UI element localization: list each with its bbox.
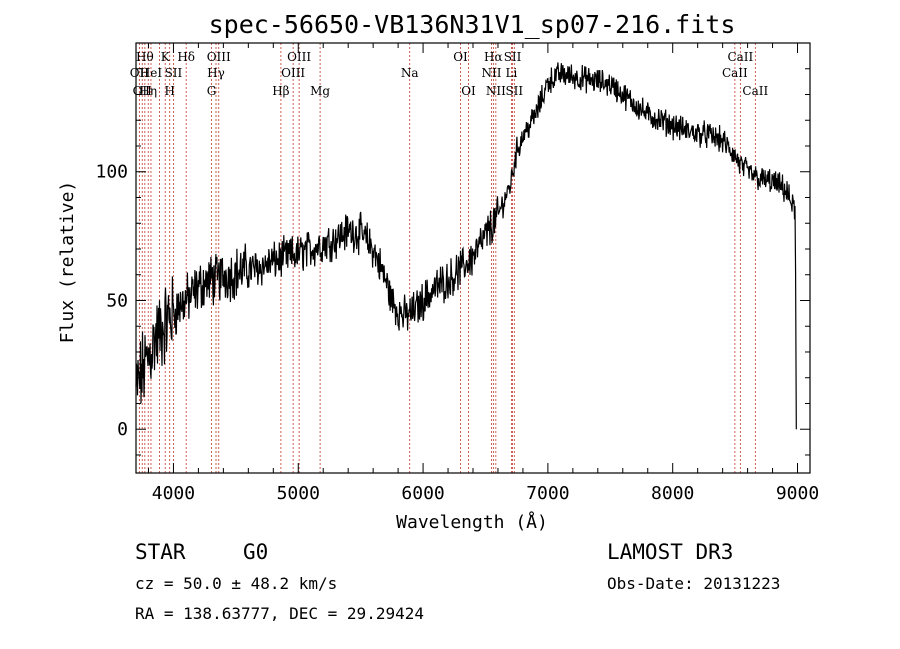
x-tick-label: 9000 xyxy=(776,483,819,504)
y-tick-label: 0 xyxy=(117,419,128,440)
spectral-line-label: Hα xyxy=(484,50,503,64)
spectral-line-label: Li xyxy=(506,66,518,80)
obs-date: Obs-Date: 20131223 xyxy=(607,574,781,593)
x-axis-ticks: 4000 5000 6000 7000 8000 9000 xyxy=(147,43,819,504)
spectral-line-label: H xyxy=(164,84,174,98)
spectral-line-label: NII xyxy=(486,84,506,98)
y-axis-label: Flux (relative) xyxy=(57,181,78,344)
spectral-line-label: Hη xyxy=(139,84,157,98)
y-tick-label: 50 xyxy=(106,290,128,311)
spectral-line-label: CaII xyxy=(722,66,748,80)
y-tick-label: 100 xyxy=(95,162,128,183)
spectral-line-label: G xyxy=(207,84,217,98)
redshift-text: cz = 50.0 ± 48.2 km/s xyxy=(135,574,338,593)
x-axis-label: Wavelength (Å) xyxy=(396,511,548,533)
spectral-line-label: SII xyxy=(165,66,183,80)
x-tick-label: 4000 xyxy=(152,483,195,504)
spectral-line-label: NII xyxy=(481,66,501,80)
x-tick-label: 6000 xyxy=(401,483,444,504)
spectral-line-label: CaII xyxy=(727,50,753,64)
spectral-line-label: Hβ xyxy=(272,84,289,98)
class-label: STAR xyxy=(135,540,186,564)
spectral-line-label: Hγ xyxy=(207,66,225,80)
spectral-line-label: SII xyxy=(505,84,523,98)
subclass-label: G0 xyxy=(243,540,269,564)
spectral-line-label: HeI xyxy=(140,66,163,80)
spectral-line-label: CaII xyxy=(742,84,768,98)
x-tick-label: 7000 xyxy=(526,483,569,504)
spectral-line-label: K xyxy=(161,50,171,64)
x-tick-label: 8000 xyxy=(651,483,694,504)
y-axis-ticks: 0 50 100 xyxy=(95,68,810,456)
spectral-line-label: Hδ xyxy=(177,50,195,64)
spectral-line-label: OIII xyxy=(287,50,311,64)
spectral-line-label: Mg xyxy=(310,84,330,98)
spectral-line-label: Hθ xyxy=(136,50,154,64)
survey-label: LAMOST DR3 xyxy=(607,540,734,564)
x-tick-label: 5000 xyxy=(277,483,320,504)
spectral-line-label: OI xyxy=(461,84,476,98)
spectral-line-labels: OIIOIIHθHηHeIKHSIIHδGHγOIIIHβOIIIOIIIMgN… xyxy=(130,50,769,98)
chart-title: spec-56650-VB136N31V1_sp07-216.fits xyxy=(209,10,736,39)
spectrum-line xyxy=(135,62,797,430)
spectral-line-label: OIII xyxy=(207,50,231,64)
spectral-line-label: OIII xyxy=(281,66,305,80)
coordinates: RA = 138.63777, DEC = 29.29424 xyxy=(135,604,424,623)
spectral-line-label: Na xyxy=(401,66,419,80)
spectral-line-label: OI xyxy=(453,50,468,64)
spectral-line-label: OII xyxy=(130,66,150,80)
spectral-line-label: SII xyxy=(504,50,522,64)
